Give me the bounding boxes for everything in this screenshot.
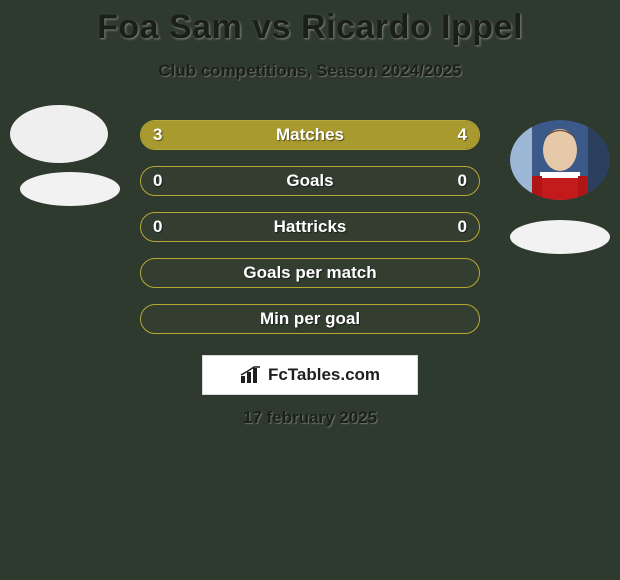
stat-row: 3 4 Matches	[140, 120, 480, 150]
stat-value-right: 0	[446, 213, 479, 241]
date-label: 17 february 2025	[0, 408, 620, 428]
bar-chart-icon	[240, 366, 262, 384]
stat-label: Min per goal	[260, 309, 360, 329]
stat-label: Hattricks	[274, 217, 347, 237]
page-title: Foa Sam vs Ricardo Ippel	[0, 0, 620, 47]
stat-value-left: 0	[141, 213, 174, 241]
source-logo-text: FcTables.com	[268, 365, 380, 385]
stat-row: 0 0 Goals	[140, 166, 480, 196]
player-left-avatar	[10, 105, 108, 163]
player-left-flag	[20, 172, 120, 206]
stat-label: Goals per match	[243, 263, 376, 283]
avatar-placeholder-icon	[510, 120, 610, 200]
stat-row: Min per goal	[140, 304, 480, 334]
stat-value-right: 0	[446, 167, 479, 195]
stat-row: Goals per match	[140, 258, 480, 288]
stat-value-right: 4	[446, 121, 479, 149]
stat-bars: 3 4 Matches 0 0 Goals 0 0 Hattricks Goals per mat…	[140, 120, 480, 350]
player-right-flag	[510, 220, 610, 254]
subtitle: Club competitions, Season 2024/2025	[0, 61, 620, 81]
comparison-infographic: Foa Sam vs Ricardo Ippel Club competitio…	[0, 0, 620, 580]
stat-label: Matches	[276, 125, 344, 145]
stat-label: Goals	[286, 171, 333, 191]
stat-row: 0 0 Hattricks	[140, 212, 480, 242]
source-logo: FcTables.com	[202, 355, 418, 395]
stat-value-left: 0	[141, 167, 174, 195]
stat-value-left: 3	[141, 121, 174, 149]
player-right-avatar	[510, 120, 610, 200]
